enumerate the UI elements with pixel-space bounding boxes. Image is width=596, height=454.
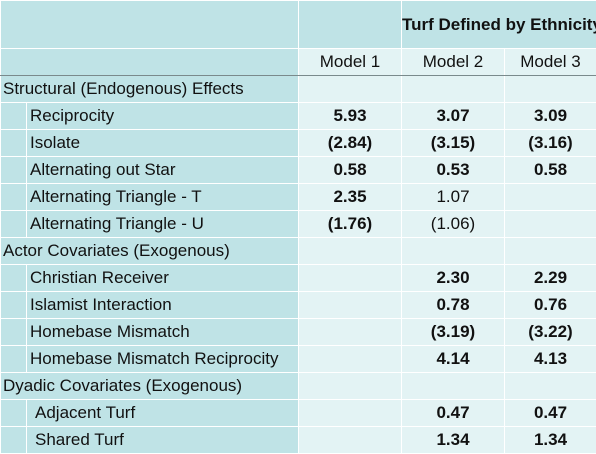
model3-value: (3.22): [503, 318, 596, 346]
model1-value: (1.76): [298, 210, 402, 238]
model3-value: 2.29: [503, 264, 596, 292]
indent-cell: [0, 291, 27, 319]
section-row: Structural (Endogenous) Effects: [0, 75, 596, 103]
model3-value: (3.16): [503, 129, 596, 157]
table-row: Alternating Triangle - U (1.76) (1.06): [0, 210, 596, 238]
row-label: Alternating out Star: [26, 156, 299, 184]
row-label: Reciprocity: [26, 102, 299, 130]
section-label: Dyadic Covariates (Exogenous): [0, 372, 299, 400]
indent-cell: [0, 318, 27, 346]
model2-value: (3.15): [401, 129, 505, 157]
table-row: Alternating out Star 0.58 0.53 0.58: [0, 156, 596, 184]
row-label: Homebase Mismatch Reciprocity: [26, 345, 299, 373]
header-model-1: Model 1: [298, 48, 402, 76]
header-model-2: Model 2: [401, 48, 505, 76]
empty-cell: [503, 372, 596, 400]
section-row: Actor Covariates (Exogenous): [0, 237, 596, 265]
indent-cell: [0, 102, 27, 130]
empty-cell: [401, 75, 505, 103]
model3-value: [503, 183, 596, 211]
indent-cell: [0, 264, 27, 292]
section-label: Actor Covariates (Exogenous): [0, 237, 299, 265]
empty-cell: [503, 237, 596, 265]
model3-value: 4.13: [503, 345, 596, 373]
row-label: Alternating Triangle - U: [26, 210, 299, 238]
model3-value: 0.47: [503, 399, 596, 427]
row-label: Homebase Mismatch: [26, 318, 299, 346]
empty-cell: [401, 237, 505, 265]
indent-cell: [0, 129, 27, 157]
model1-value: [298, 264, 402, 292]
model2-value: 1.07: [401, 183, 505, 211]
model1-value: [298, 345, 402, 373]
row-label: Islamist Interaction: [26, 291, 299, 319]
model2-value: 4.14: [401, 345, 505, 373]
section-row: Dyadic Covariates (Exogenous): [0, 372, 596, 400]
model3-value: 0.58: [503, 156, 596, 184]
table-row: Islamist Interaction 0.78 0.76: [0, 291, 596, 319]
model2-value: 0.53: [401, 156, 505, 184]
indent-cell: [0, 183, 27, 211]
row-label: Shared Turf: [26, 426, 299, 454]
empty-cell: [401, 372, 505, 400]
row-label: Isolate: [26, 129, 299, 157]
indent-cell: [0, 345, 27, 373]
model1-value: [298, 426, 402, 454]
header-blank-model1: [298, 0, 402, 49]
indent-cell: [0, 210, 27, 238]
header-blank-cell: [0, 0, 299, 49]
model1-value: 5.93: [298, 102, 402, 130]
table-row: Shared Turf 1.34 1.34: [0, 426, 596, 454]
row-label: Christian Receiver: [26, 264, 299, 292]
table-row: Reciprocity 5.93 3.07 3.09: [0, 102, 596, 130]
header-row-group: Turf Defined by Ethnicity: [0, 0, 596, 49]
empty-cell: [503, 75, 596, 103]
model1-value: (2.84): [298, 129, 402, 157]
model1-value: 2.35: [298, 183, 402, 211]
model1-value: 0.58: [298, 156, 402, 184]
header-models-blank: [0, 48, 299, 76]
model1-value: [298, 318, 402, 346]
model2-value: (1.06): [401, 210, 505, 238]
model2-value: (3.19): [401, 318, 505, 346]
model3-value: 3.09: [503, 102, 596, 130]
model2-value: 1.34: [401, 426, 505, 454]
empty-cell: [298, 75, 402, 103]
group-title: Turf Defined by Ethnicity: [400, 0, 596, 49]
indent-cell: [0, 399, 27, 427]
table-row: Homebase Mismatch (3.19) (3.22): [0, 318, 596, 346]
model1-value: [298, 291, 402, 319]
empty-cell: [298, 237, 402, 265]
table-row: Homebase Mismatch Reciprocity 4.14 4.13: [0, 345, 596, 373]
section-label: Structural (Endogenous) Effects: [0, 75, 299, 103]
table-row: Isolate (2.84) (3.15) (3.16): [0, 129, 596, 157]
model2-value: 0.47: [401, 399, 505, 427]
table-row: Christian Receiver 2.30 2.29: [0, 264, 596, 292]
indent-cell: [0, 156, 27, 184]
model1-value: [298, 399, 402, 427]
row-label: Adjacent Turf: [26, 399, 299, 427]
model3-value: [503, 210, 596, 238]
model3-value: 1.34: [503, 426, 596, 454]
model3-value: 0.76: [503, 291, 596, 319]
empty-cell: [298, 372, 402, 400]
table-row: Adjacent Turf 0.47 0.47: [0, 399, 596, 427]
indent-cell: [0, 426, 27, 454]
model2-value: 2.30: [401, 264, 505, 292]
row-label: Alternating Triangle - T: [26, 183, 299, 211]
header-row-models: Model 1 Model 2 Model 3: [0, 48, 596, 76]
model2-value: 0.78: [401, 291, 505, 319]
table-row: Alternating Triangle - T 2.35 1.07: [0, 183, 596, 211]
header-model-3: Model 3: [503, 48, 596, 76]
model2-value: 3.07: [401, 102, 505, 130]
